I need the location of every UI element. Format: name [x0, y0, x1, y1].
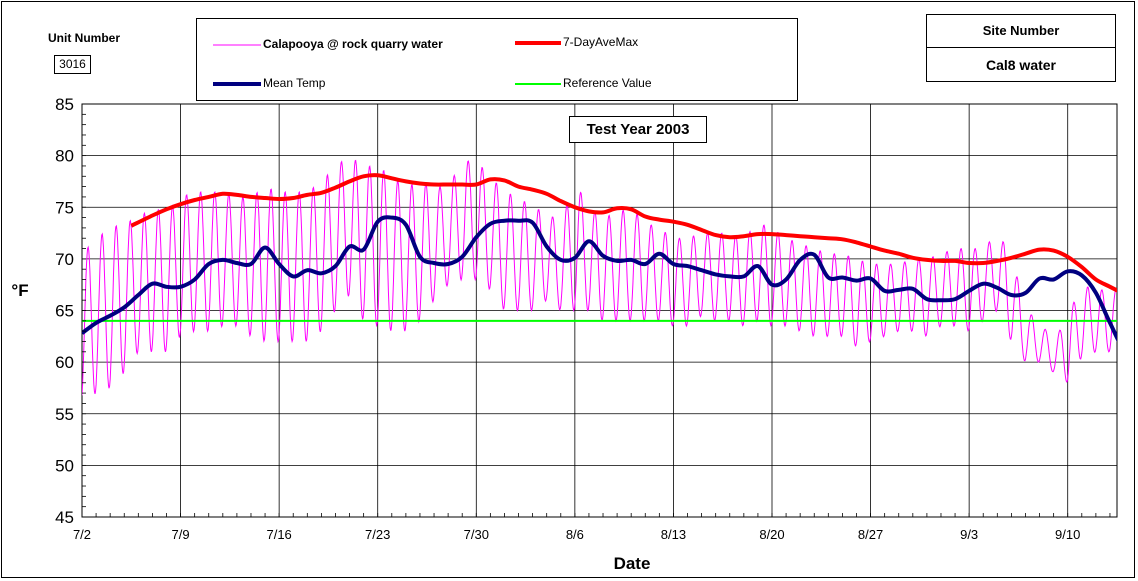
legend-label-7dayavemax: 7-DayAveMax: [563, 35, 639, 49]
legend-item-mean-temp: Mean Temp: [213, 76, 325, 90]
y-tick-label: 70: [55, 250, 74, 269]
site-number-value: Cal8 water: [985, 57, 1057, 73]
series-layer: [82, 159, 1117, 396]
x-tick-label: 8/13: [661, 527, 686, 542]
x-tick-label: 7/2: [73, 527, 91, 542]
x-tick-label: 9/10: [1055, 527, 1080, 542]
chart-legend: Calapooya @ rock quarry water 7-DayAveMa…: [196, 18, 798, 101]
x-axis-title: Date: [614, 554, 651, 573]
y-tick-label: 45: [55, 508, 74, 527]
x-tick-label: 7/16: [266, 527, 291, 542]
legend-swatch-reference-value: [515, 82, 561, 85]
series-line-7dayavemax: [130, 173, 1117, 293]
unit-number-value: 3016: [54, 55, 91, 74]
axis-layer: 45 50 55 60 65 70 75 80 85 7/2 7/9 7/16 7/23 7/30 8/6 8…: [55, 95, 1111, 542]
y-tick-label: 65: [55, 302, 74, 321]
y-tick-label: 85: [55, 95, 74, 114]
legend-label-reference-value: Reference Value: [563, 76, 652, 90]
legend-item-calapooya: Calapooya @ rock quarry water: [213, 37, 443, 51]
legend-label-mean-temp: Mean Temp: [263, 76, 326, 90]
legend-swatch-7dayavemax: [515, 40, 561, 45]
legend-label-calapooya: Calapooya @ rock quarry water: [263, 37, 443, 51]
x-tick-label: 9/3: [960, 527, 978, 542]
y-tick-label: 60: [55, 353, 74, 372]
unit-number-label: Unit Number: [48, 31, 120, 45]
series-line-calapooya: [82, 159, 1117, 396]
y-tick-label: 75: [55, 198, 74, 217]
legend-swatch-mean-temp: [213, 81, 261, 86]
legend-item-7dayavemax: 7-DayAveMax: [515, 35, 638, 49]
x-tick-label: 8/27: [858, 527, 883, 542]
y-axis-title: °F: [11, 281, 28, 300]
x-tick-label: 7/30: [464, 527, 489, 542]
x-tick-label: 7/23: [365, 527, 390, 542]
y-tick-label: 50: [55, 456, 74, 475]
series-line-mean-temp: [82, 215, 1117, 343]
x-tick-label: 8/6: [566, 527, 584, 542]
y-tick-label: 80: [55, 147, 74, 166]
y-tick-label: 55: [55, 405, 74, 424]
x-tick-label: 7/9: [172, 527, 190, 542]
site-number-box: Site Number Cal8 water: [926, 14, 1116, 82]
test-year-annotation: Test Year 2003: [569, 116, 707, 143]
legend-item-reference-value: Reference Value: [515, 76, 652, 90]
site-number-label: Site Number: [927, 15, 1115, 48]
x-tick-label: 8/20: [759, 527, 784, 542]
legend-swatch-calapooya: [213, 44, 261, 46]
